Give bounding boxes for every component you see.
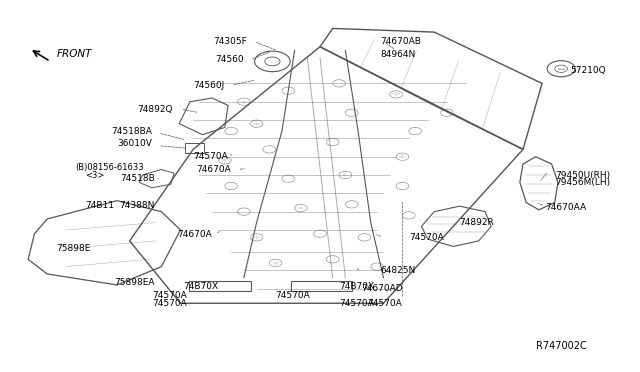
Text: 74388N: 74388N <box>120 201 155 209</box>
Text: 74570A: 74570A <box>409 233 444 242</box>
Text: 74305F: 74305F <box>213 37 247 46</box>
Text: 74670A: 74670A <box>177 230 212 239</box>
Text: 64825N: 64825N <box>380 266 415 275</box>
Text: 74892Q: 74892Q <box>138 105 173 113</box>
Text: 74518B: 74518B <box>120 174 155 183</box>
Text: 74670AA: 74670AA <box>545 203 586 212</box>
Text: 74560J: 74560J <box>193 81 225 90</box>
Text: 79450U(RH): 79450U(RH) <box>555 170 610 180</box>
Text: 74B70X: 74B70X <box>339 282 374 291</box>
Text: 74670AD: 74670AD <box>361 284 403 293</box>
Text: 75898EA: 75898EA <box>115 278 155 286</box>
Text: 75898E: 75898E <box>57 244 91 253</box>
Text: FRONT: FRONT <box>57 49 92 59</box>
Text: 74570A: 74570A <box>339 299 374 308</box>
Text: 74670AB: 74670AB <box>380 37 421 46</box>
Text: (B)08156-61633: (B)08156-61633 <box>76 163 145 172</box>
Text: 74B70X: 74B70X <box>184 282 218 291</box>
Text: 36010V: 36010V <box>117 140 152 148</box>
Text: <3>: <3> <box>85 171 104 180</box>
Text: 57210Q: 57210Q <box>571 66 606 75</box>
Text: 74570A: 74570A <box>193 152 228 161</box>
Text: 74570A: 74570A <box>152 291 187 301</box>
Text: 79456M(LH): 79456M(LH) <box>555 178 610 187</box>
Text: 74570A: 74570A <box>367 299 403 308</box>
Text: 74670A: 74670A <box>196 165 231 174</box>
Text: R747002C: R747002C <box>536 341 586 351</box>
Text: 74570A: 74570A <box>276 291 310 301</box>
Text: 74B11: 74B11 <box>85 201 114 209</box>
Text: 74518BA: 74518BA <box>111 126 152 135</box>
Text: 74892R: 74892R <box>460 218 494 227</box>
Text: 74560: 74560 <box>215 55 244 64</box>
Text: 74570A: 74570A <box>152 299 187 308</box>
Text: 84964N: 84964N <box>380 49 415 58</box>
